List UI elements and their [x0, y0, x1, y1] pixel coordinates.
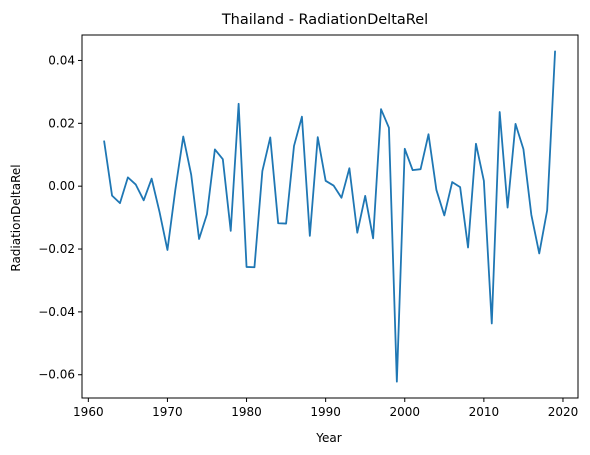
y-tick-label: 0.04: [48, 53, 75, 67]
x-tick-label: 2020: [548, 405, 579, 419]
plot-area: 1960 1970 1980 1990 2000 2010 2020 −0.06−0.04−…: [38, 34, 579, 419]
x-tick-label: 1990: [310, 405, 341, 419]
x-tick-label: 1980: [231, 405, 262, 419]
y-tick-label: −0.02: [38, 242, 75, 256]
y-axis-label: RadiationDeltaRel: [9, 164, 23, 271]
x-tick-label: 1970: [152, 405, 183, 419]
y-tick-label: 0.00: [48, 179, 75, 193]
chart-title: Thailand - RadiationDeltaRel: [221, 12, 428, 28]
x-axis: 1960 1970 1980 1990 2000 2010 2020: [73, 398, 578, 419]
y-tick-label: −0.06: [38, 368, 75, 382]
x-axis-label: Year: [315, 431, 341, 445]
y-tick-label: 0.02: [48, 116, 75, 130]
y-tick-label: −0.04: [38, 305, 75, 319]
series-line: [103, 50, 556, 383]
x-tick-label: 1960: [73, 405, 104, 419]
plot-frame: [81, 34, 579, 399]
y-axis: −0.06 −0.04 −0.02 0.00 0.02 0.04: [38, 53, 82, 382]
x-tick-label: 2000: [389, 405, 420, 419]
x-tick-label: 2010: [469, 405, 500, 419]
